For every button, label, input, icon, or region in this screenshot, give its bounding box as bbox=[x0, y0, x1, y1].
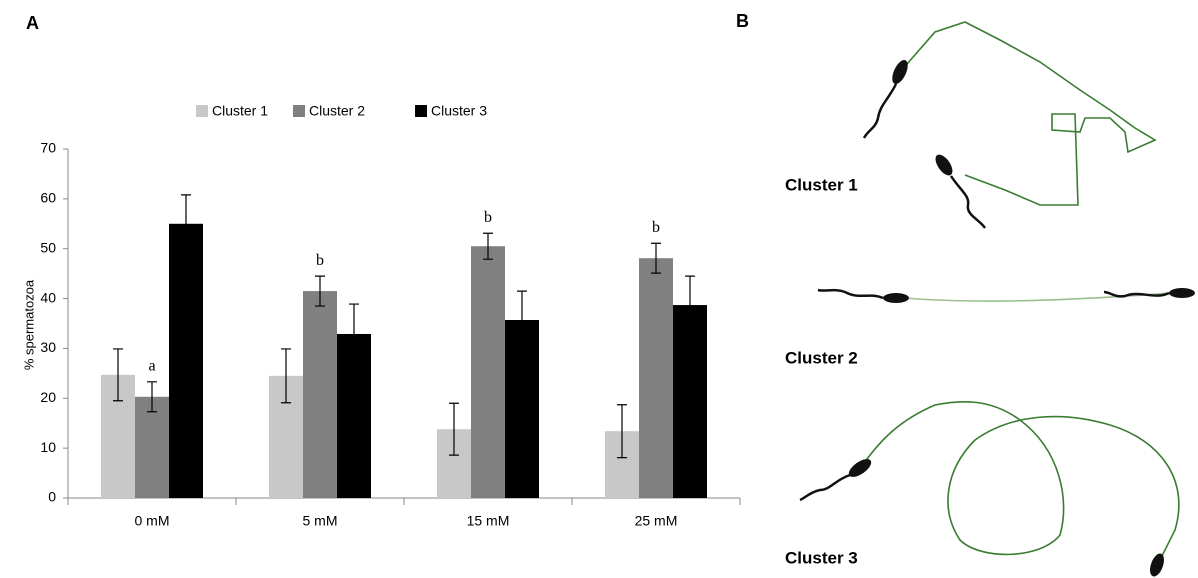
sperm-head bbox=[1169, 288, 1195, 298]
error-bar bbox=[685, 275, 695, 335]
diagram-label: Cluster 3 bbox=[785, 548, 858, 567]
error-bar bbox=[349, 303, 359, 365]
track bbox=[899, 21, 1157, 206]
bar bbox=[169, 223, 203, 499]
legend-swatch bbox=[415, 105, 427, 117]
error-bar bbox=[449, 402, 459, 456]
sperm-tail bbox=[862, 83, 898, 139]
error-bar bbox=[181, 194, 191, 254]
error-bar bbox=[113, 348, 123, 402]
error-bar bbox=[617, 404, 627, 459]
y-tick-label: 10 bbox=[40, 439, 56, 455]
error-bar bbox=[147, 381, 157, 413]
annotation: a bbox=[148, 358, 155, 375]
sperm-tail bbox=[817, 288, 884, 300]
y-tick-label: 30 bbox=[40, 339, 56, 355]
sperm-head bbox=[935, 154, 953, 176]
bar bbox=[135, 396, 169, 498]
y-axis-label: % spermatozoa bbox=[21, 279, 36, 370]
bar bbox=[303, 291, 337, 498]
legend-label: Cluster 1 bbox=[212, 103, 268, 119]
diagram: Cluster 1 Cluster 2 Cluster 3 bbox=[785, 21, 1195, 577]
error-bar bbox=[517, 290, 527, 350]
sperm-head bbox=[892, 59, 908, 85]
legend-swatch bbox=[196, 105, 208, 117]
diagram-label: Cluster 2 bbox=[785, 348, 858, 367]
legend-label: Cluster 3 bbox=[431, 103, 487, 119]
sperm-tail bbox=[799, 473, 851, 502]
legend-swatch bbox=[293, 105, 305, 117]
error-bar bbox=[483, 232, 493, 260]
y-tick-label: 60 bbox=[40, 190, 56, 206]
error-bar bbox=[315, 275, 325, 307]
x-tick-label: 15 mM bbox=[467, 513, 510, 529]
track bbox=[861, 400, 1180, 561]
error-bar bbox=[651, 242, 661, 274]
bar bbox=[673, 305, 707, 498]
diagram-label: Cluster 1 bbox=[785, 175, 858, 194]
x-tick-label: 25 mM bbox=[635, 513, 678, 529]
annotation: b bbox=[652, 219, 660, 236]
sperm-head bbox=[848, 459, 872, 477]
annotation: b bbox=[316, 252, 324, 269]
bar bbox=[639, 258, 673, 498]
error-bar bbox=[281, 348, 291, 404]
y-tick-label: 70 bbox=[40, 140, 56, 156]
x-tick-label: 5 mM bbox=[303, 513, 338, 529]
y-tick-label: 40 bbox=[40, 289, 56, 305]
annotation: b bbox=[484, 209, 492, 226]
y-tick-label: 0 bbox=[48, 489, 56, 505]
sperm-tail bbox=[949, 175, 987, 229]
bar bbox=[471, 246, 505, 498]
sperm-head bbox=[1150, 553, 1164, 577]
y-tick-label: 50 bbox=[40, 239, 56, 255]
legend-label: Cluster 2 bbox=[309, 103, 365, 119]
x-tick-label: 0 mM bbox=[135, 513, 170, 529]
sperm-head bbox=[883, 293, 909, 303]
panel-label: B bbox=[736, 11, 749, 31]
bar bbox=[505, 320, 539, 498]
panel-label: A bbox=[26, 13, 39, 33]
sperm-tail bbox=[1103, 290, 1170, 298]
y-tick-label: 20 bbox=[40, 389, 56, 405]
